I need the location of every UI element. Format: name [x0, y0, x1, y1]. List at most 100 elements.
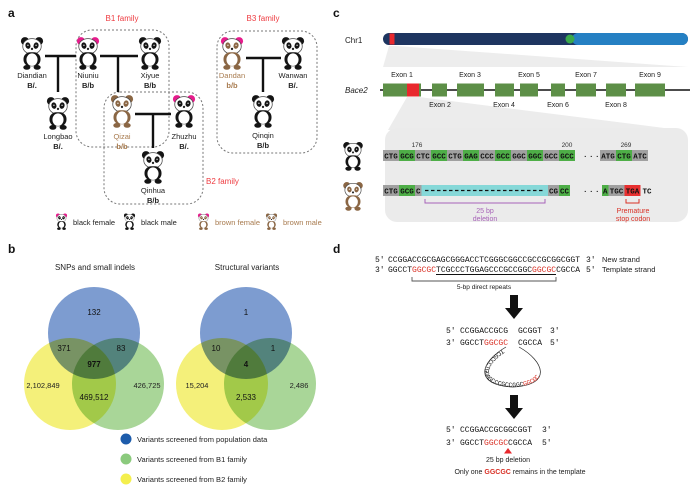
pedigree-lines — [45, 54, 281, 148]
genotype-zhuzhu: B/. — [179, 142, 189, 151]
b1-family-box — [75, 29, 170, 148]
genotype-dandan: b/b — [226, 81, 238, 90]
slippage-loop-outline — [484, 346, 541, 388]
wt-codon: CTG — [384, 154, 398, 162]
final-bot1: GGCCT — [460, 439, 484, 448]
new-strand-5: 5' — [375, 256, 385, 265]
mid-bot-3: 3' — [446, 339, 456, 348]
wt-codon: CTG — [448, 154, 462, 162]
wildtype-sequence-row: CTG GCG CTC GCC CTG GAG CCC GCC GGC GGC … — [383, 150, 648, 162]
down-arrow-2 — [505, 395, 523, 419]
venn1-b1-only: 426,725 — [133, 381, 160, 390]
centromere-dot — [565, 34, 575, 44]
pedigree-panel: B1 family B3 family B2 family Diandian B… — [17, 14, 322, 230]
venn2-pop-only: 1 — [244, 308, 249, 317]
template-strand-5: 5' — [586, 266, 596, 275]
mut-codon: CG — [549, 189, 559, 197]
exon-zoom-wedge — [388, 97, 680, 130]
b1-family-label: B1 family — [106, 14, 139, 23]
name-diandian: Diandian — [17, 71, 47, 80]
panel-b-label: b — [8, 242, 16, 256]
template-repeat1: GGCGC — [412, 266, 436, 275]
panda-zhuzhu — [172, 94, 196, 128]
venn2-b1-circle — [224, 338, 316, 430]
panda-niuniu — [76, 36, 100, 70]
mut-codon: GCG — [400, 189, 414, 197]
b2-family-label: B2 family — [206, 177, 239, 186]
exon4-label: Exon 4 — [493, 102, 515, 109]
name-wanwan: Wanwan — [279, 71, 308, 80]
genotype-xiyue: B/b — [144, 81, 157, 90]
name-qinqin: Qinqin — [252, 131, 274, 140]
legend-brown-female-label: brown female — [215, 218, 260, 227]
b3-family-label: B3 family — [247, 14, 280, 23]
mid-bot-seq: GGCCTGGCGC CGCCA — [460, 339, 542, 348]
legend-black-male-label: black male — [141, 218, 177, 227]
mid-top-5: 5' — [446, 327, 456, 336]
panda-xiyue — [138, 36, 162, 70]
b2-family-box — [103, 91, 204, 205]
venn-panel: SNPs and small indels Structural variant… — [24, 263, 316, 485]
stop-codon-text: TGA — [626, 189, 640, 197]
deletion-site-triangle — [504, 448, 512, 454]
legend-b1-label: Variants screened from B1 family — [137, 455, 247, 464]
deletion-label-line2: deletion — [473, 216, 498, 223]
template-p1: GGCCT — [388, 266, 412, 275]
legend-b1-dot — [120, 453, 132, 465]
venn2-title: Structural variants — [215, 263, 279, 272]
panda-dandan — [220, 36, 244, 70]
mut-codon: CC — [560, 189, 570, 197]
genotype-niuniu: B/b — [82, 81, 95, 90]
exon9-label: Exon 9 — [639, 72, 661, 79]
exon8-label: Exon 8 — [605, 102, 627, 109]
name-xiyue: Xiyue — [141, 71, 160, 80]
legend-b2-dot — [120, 473, 132, 485]
note-post: remains in the template — [511, 469, 586, 476]
mid-top1: CCGGACCGCG — [460, 327, 508, 336]
name-dandan: Dandan — [219, 71, 245, 80]
final-bot2: CGCCA — [508, 439, 532, 448]
venn2-center: 4 — [244, 360, 249, 369]
loop-seq-red: GGCGC — [522, 374, 541, 388]
genotype-qinqin: B/b — [257, 141, 270, 150]
genotype-qinhua: B/b — [147, 196, 160, 205]
name-zhuzhu: Zhuzhu — [171, 132, 196, 141]
mut-ellipsis: ... — [583, 187, 601, 195]
mid-top2: GCGGT — [518, 327, 542, 336]
stop-codon-bracket — [625, 199, 640, 204]
legend-b2-label: Variants screened from B2 family — [137, 475, 247, 484]
venn2-b2-only: 15,204 — [186, 381, 209, 390]
exon1-deletion-box — [407, 83, 419, 97]
wt-codon: CTC — [416, 154, 430, 162]
venn2-b1-only: 2,486 — [290, 381, 309, 390]
venn1-b2-only: 2,102,849 — [26, 381, 59, 390]
position-269: 269 — [621, 142, 632, 149]
exon7-label: Exon 7 — [575, 72, 597, 79]
panda-qinqin — [251, 94, 275, 128]
legend-brown-male-icon — [265, 213, 278, 230]
wt-codon: GGC — [512, 154, 526, 162]
wt-codon: ATC — [633, 154, 647, 162]
panda-longbao — [46, 96, 70, 130]
final-bot-repeat: GGCGC — [484, 439, 508, 448]
venn1-pop-b1: 83 — [117, 344, 126, 353]
position-176: 176 — [412, 142, 423, 149]
legend-black-female-label: black female — [73, 218, 115, 227]
wt-codon: GCC — [544, 154, 558, 162]
panel-a-label: a — [8, 6, 15, 20]
template-strand-3: 3' — [375, 266, 385, 275]
final-deletion-label: 25 bp deletion — [486, 457, 530, 464]
mid-top-seq: CCGGACCGCG GCGGT — [460, 327, 542, 336]
wt-codon: ATG — [601, 154, 615, 162]
mid-bot-5: 5' — [550, 339, 560, 348]
final-bot-3: 3' — [446, 439, 456, 448]
exon4-box — [495, 83, 514, 97]
deletion-gap-box — [421, 185, 548, 196]
venn1-pop-b2: 371 — [57, 344, 71, 353]
exon3-label: Exon 3 — [459, 72, 481, 79]
name-niuniu: Niuniu — [77, 71, 98, 80]
stop-codon-box — [624, 185, 641, 196]
gene-panel: Chr1 Bace2 Exon 1 Exon 3 Exon 5 Exon 7 E… — [342, 33, 690, 223]
exon6-label: Exon 6 — [547, 102, 569, 109]
